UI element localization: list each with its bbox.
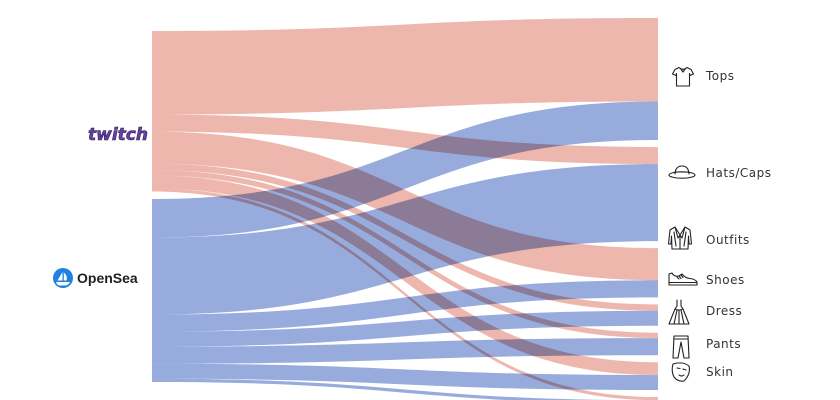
- target-label-outfits: Outfits: [706, 233, 750, 247]
- tshirt-icon: [671, 66, 695, 87]
- source-opensea: OpenSea: [53, 268, 138, 288]
- hat-icon: [668, 165, 696, 179]
- sneaker-icon: [668, 272, 698, 286]
- target-label-hats: Hats/Caps: [706, 166, 771, 180]
- flow-opensea-tops: [152, 101, 658, 238]
- flow-twitch-hats: [152, 114, 658, 165]
- flow-opensea-dress: [152, 338, 658, 364]
- flow-opensea-hats: [152, 164, 658, 315]
- target-label-pants: Pants: [706, 337, 741, 351]
- flow-opensea-shoes: [152, 310, 658, 347]
- flow-twitch-skin: [152, 188, 658, 400]
- pants-icon: [672, 335, 690, 359]
- twitch-logo-text: twitch: [88, 125, 148, 145]
- face-mask-icon: [671, 362, 690, 382]
- source-twitch: twitch: [88, 125, 148, 146]
- flow-opensea-pants: [152, 363, 658, 391]
- target-label-shoes: Shoes: [706, 273, 745, 287]
- flow-links: [152, 18, 658, 400]
- flow-opensea-skin: [152, 378, 615, 400]
- opensea-logo: [53, 268, 73, 288]
- target-label-skin: Skin: [706, 365, 734, 379]
- suit-icon: [667, 226, 693, 250]
- flow-opensea-outfits: [152, 280, 658, 332]
- target-label-dress: Dress: [706, 304, 742, 318]
- target-label-tops: Tops: [705, 69, 735, 83]
- twitch-logo: [88, 126, 138, 146]
- dress-icon: [668, 299, 690, 325]
- opensea-label: OpenSea: [77, 270, 138, 286]
- flow-twitch-tops: [152, 18, 658, 115]
